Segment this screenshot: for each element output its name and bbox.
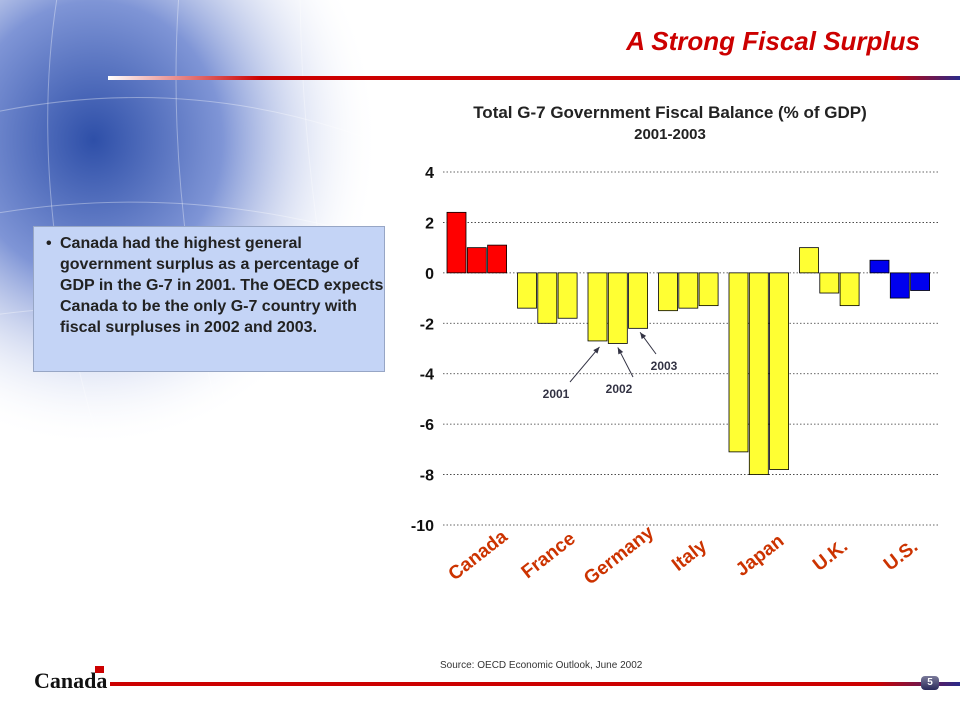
bar-italy-2002 <box>678 272 699 309</box>
bar-canada-2001 <box>446 211 467 274</box>
bar-us-2003 <box>910 272 930 291</box>
y-tick-label: -6 <box>420 417 434 434</box>
flag-icon <box>95 666 104 673</box>
annotation-label: 2003 <box>651 359 678 373</box>
bar-italy-2001 <box>658 272 678 312</box>
chart-subtitle: 2001-2003 <box>634 126 706 143</box>
y-tick-label: -8 <box>420 468 434 485</box>
bar-us-2002 <box>889 272 910 299</box>
y-tick-label: 2 <box>425 215 434 232</box>
category-label: Italy <box>668 535 711 575</box>
y-tick-label: -2 <box>420 316 434 333</box>
bottom-rule <box>110 682 960 686</box>
y-tick-label: -4 <box>420 367 434 384</box>
annotation-arrow <box>569 346 600 383</box>
callout-box: • Canada had the highest general governm… <box>33 226 385 372</box>
category-label: Germany <box>580 522 658 590</box>
bar-germany-2003 <box>628 272 648 329</box>
annotation-label: 2002 <box>606 382 633 396</box>
bar-france-2002 <box>537 272 558 324</box>
category-label: France <box>518 528 580 583</box>
bar-japan-2003 <box>769 272 789 470</box>
top-rule <box>108 76 960 80</box>
bar-canada-2003 <box>487 244 508 274</box>
bar-uk-2003 <box>839 272 860 307</box>
bar-italy-2003 <box>698 272 719 307</box>
bullet-marker: • <box>46 235 52 252</box>
category-label: U.K. <box>809 536 852 576</box>
category-label: U.S. <box>880 536 922 575</box>
canada-wordmark: Canada <box>34 666 107 694</box>
bar-uk-2001 <box>799 247 819 274</box>
category-label: Canada <box>445 526 512 585</box>
bar-germany-2002 <box>607 272 628 344</box>
bar-france-2001 <box>517 272 537 309</box>
callout-text: Canada had the highest general governmen… <box>60 235 384 336</box>
page-number: 5 <box>921 676 939 690</box>
chart-title: Total G-7 Government Fiscal Balance (% o… <box>400 102 940 146</box>
annotation-arrowhead <box>640 332 647 340</box>
bar-japan-2001 <box>728 272 749 453</box>
bar-france-2003 <box>557 272 578 319</box>
chart-title-main: Total G-7 Government Fiscal Balance (% o… <box>473 103 867 122</box>
y-tick-label: -10 <box>411 518 434 535</box>
y-tick-label: 4 <box>425 165 434 182</box>
slide-title: A Strong Fiscal Surplus <box>626 26 920 56</box>
category-label: Japan <box>732 530 788 580</box>
bar-germany-2001 <box>587 272 608 342</box>
bar-japan-2002 <box>748 272 769 475</box>
annotation-label: 2001 <box>543 387 570 401</box>
bar-canada-2002 <box>466 247 487 274</box>
annotation-arrowhead <box>617 347 624 355</box>
source-note: Source: OECD Economic Outlook, June 2002 <box>440 660 643 671</box>
bar-uk-2002 <box>819 272 840 294</box>
y-tick-label: 0 <box>425 266 434 283</box>
annotation-arrowhead <box>593 346 600 354</box>
bar-us-2001 <box>869 259 890 274</box>
